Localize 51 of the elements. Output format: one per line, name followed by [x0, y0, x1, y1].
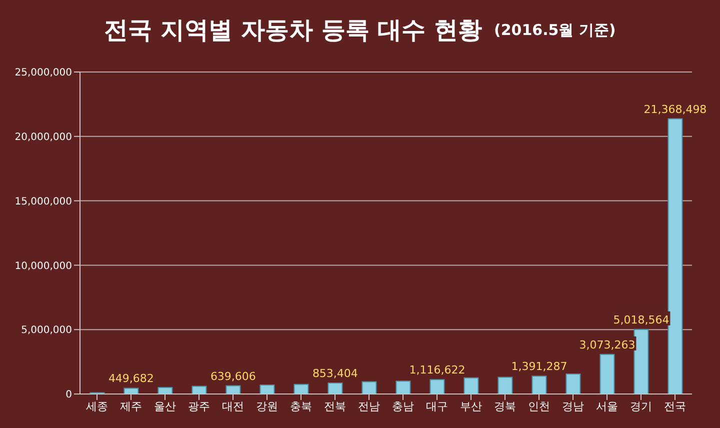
- data-label: 3,073,263: [579, 338, 636, 352]
- x-tick-label: 강원: [256, 400, 278, 413]
- bar: [668, 118, 683, 394]
- y-tick-label: 25,000,000: [14, 68, 72, 79]
- y-tick-label: 10,000,000: [14, 260, 72, 272]
- bar: [566, 374, 581, 394]
- x-tick-label: 대구: [426, 400, 448, 413]
- data-label: 1,391,287: [511, 360, 568, 374]
- x-tick-label: 전남: [358, 400, 380, 413]
- x-tick-label: 서울: [596, 400, 618, 413]
- bar: [158, 387, 173, 394]
- bar: [430, 379, 445, 394]
- bar: [226, 385, 241, 394]
- bar: [396, 380, 411, 394]
- y-tick-label: 20,000,000: [14, 132, 72, 143]
- x-tick-label: 경남: [562, 400, 584, 413]
- x-tick-label: 전국: [664, 400, 686, 413]
- x-tick-label: 세종: [86, 400, 108, 413]
- chart-subtitle: (2016.5월 기준): [494, 20, 616, 40]
- data-label: 449,682: [108, 372, 154, 386]
- x-tick-label: 제주: [120, 400, 142, 413]
- x-tick-label: 부산: [460, 400, 482, 413]
- bar: [532, 376, 547, 394]
- x-tick-label: 대전: [222, 400, 244, 413]
- data-label: 1,116,622: [409, 364, 466, 377]
- data-label: 853,404: [312, 367, 358, 380]
- y-tick-label: 0: [66, 390, 72, 401]
- bar: [362, 381, 377, 394]
- x-tick-label: 울산: [154, 400, 176, 413]
- chart-title: 전국 지역별 자동차 등록 대수 현황: [104, 15, 482, 46]
- y-tick-label: 15,000,000: [14, 196, 72, 208]
- data-label: 5,018,564: [613, 313, 670, 326]
- bar: [328, 382, 343, 394]
- x-tick-label: 경기: [630, 400, 652, 413]
- bar: [124, 388, 139, 394]
- bar: [260, 384, 275, 394]
- y-tick-label: 5,000,000: [21, 325, 72, 336]
- bar: [464, 377, 479, 394]
- data-label: 639,606: [210, 370, 256, 383]
- x-tick-label: 충북: [290, 400, 312, 413]
- bar: [498, 376, 513, 394]
- bar: [294, 384, 309, 394]
- bar: [600, 354, 615, 394]
- x-tick-label: 경북: [494, 400, 516, 413]
- x-tick-label: 전북: [324, 400, 346, 413]
- x-tick-label: 충남: [392, 400, 414, 413]
- x-tick-label: 광주: [188, 400, 210, 413]
- bar: [192, 386, 207, 394]
- data-label: 21,368,498: [644, 102, 707, 116]
- x-tick-label: 인천: [528, 400, 550, 413]
- bar: [634, 328, 649, 394]
